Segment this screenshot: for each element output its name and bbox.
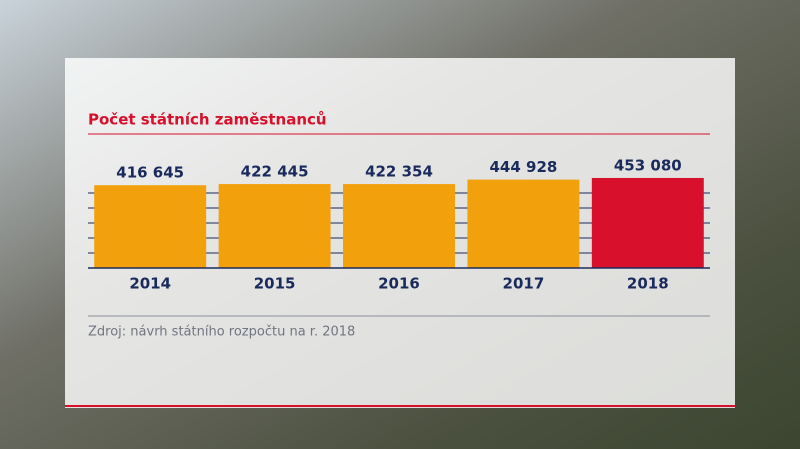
x-tick-label: 2017 xyxy=(503,275,545,293)
bar xyxy=(591,177,704,268)
x-tick-label: 2014 xyxy=(129,275,171,293)
value-label: 416 645 xyxy=(116,164,184,182)
chart-title: Počet státních zaměstnanců xyxy=(88,111,327,129)
value-label: 453 080 xyxy=(614,156,682,174)
value-label: 422 354 xyxy=(365,163,433,181)
bar xyxy=(218,184,331,268)
bar xyxy=(467,179,580,268)
x-tick-label: 2015 xyxy=(254,275,296,293)
x-tick-label: 2018 xyxy=(627,275,669,293)
bar xyxy=(343,184,455,268)
source: Zdroj: návrh státního rozpočtu na r. 201… xyxy=(88,325,355,340)
value-label: 422 445 xyxy=(241,163,309,181)
bars: 416 645 2014 422 445 2015 422 354 2016 444 928… xyxy=(94,156,704,293)
value-label: 444 928 xyxy=(489,158,557,176)
x-tick-label: 2016 xyxy=(378,275,420,293)
bar xyxy=(94,185,207,268)
